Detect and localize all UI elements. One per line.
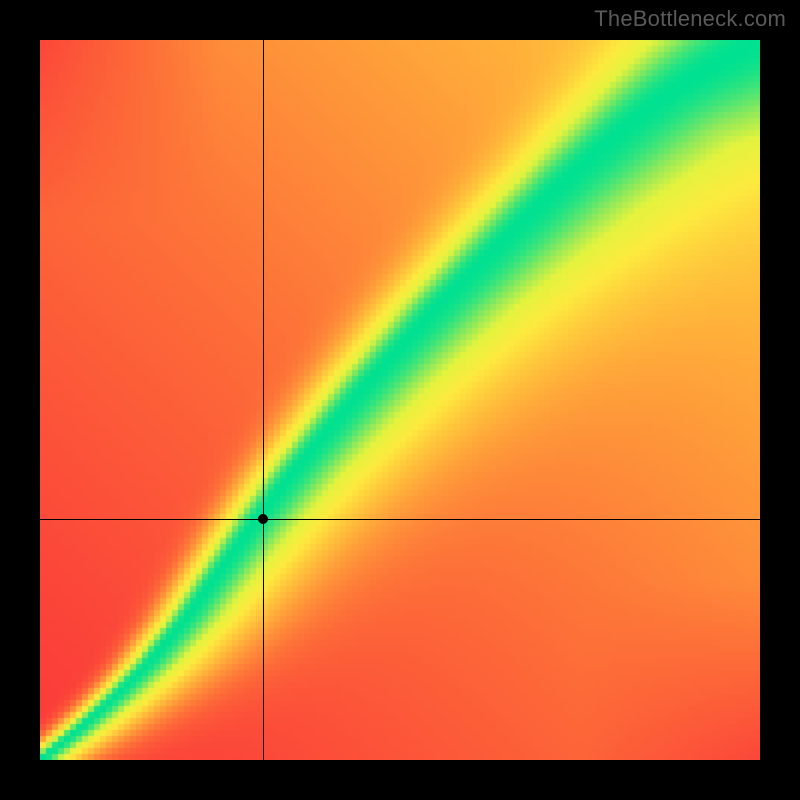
crosshair-horizontal-line bbox=[40, 519, 760, 520]
chart-frame: TheBottleneck.com bbox=[0, 0, 800, 800]
crosshair-vertical-line bbox=[263, 40, 264, 760]
selected-point-dot bbox=[258, 514, 268, 524]
bottleneck-heatmap bbox=[40, 40, 760, 760]
attribution-text: TheBottleneck.com bbox=[594, 6, 786, 32]
plot-area bbox=[40, 40, 760, 760]
